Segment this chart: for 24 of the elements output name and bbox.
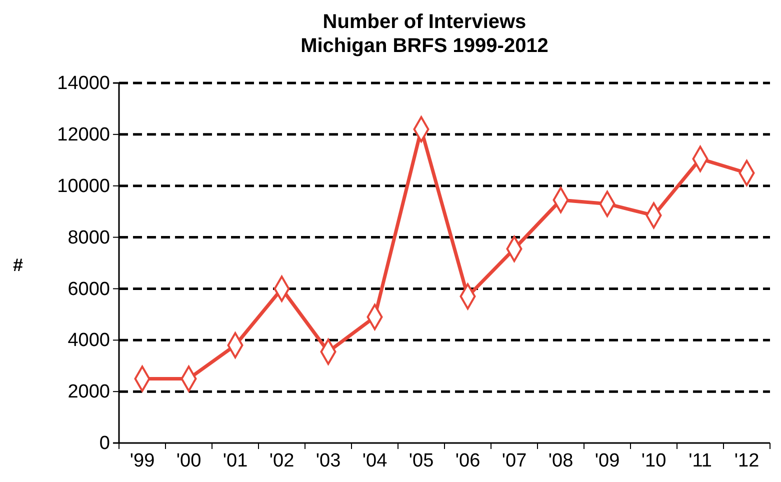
y-tick-label: 10000 <box>57 176 110 197</box>
x-tick-label: '08 <box>548 450 574 472</box>
y-tick-label: 4000 <box>68 330 110 352</box>
y-tick-label: 8000 <box>68 227 110 248</box>
x-tick-label: '02 <box>269 450 294 472</box>
y-tick-label: 14000 <box>57 73 110 94</box>
chart-title: Number of Interviews Michigan BRFS 1999-2012 <box>300 11 548 57</box>
x-tick-label: '00 <box>176 450 202 472</box>
x-tick-label: '09 <box>594 450 620 472</box>
x-tick-label: '03 <box>316 450 341 472</box>
y-tick-label: 0 <box>99 433 110 454</box>
x-tick-label: '01 <box>222 450 248 472</box>
y-axis-title: # <box>12 255 24 275</box>
y-tick-label: 6000 <box>68 278 110 300</box>
x-tick-label: '11 <box>688 450 712 472</box>
x-tick-label: '12 <box>734 450 760 472</box>
x-tick-label: '99 <box>130 450 155 472</box>
x-tick-label: '06 <box>455 450 480 472</box>
x-tick-label: '04 <box>362 450 388 472</box>
y-tick-label: 12000 <box>57 124 110 146</box>
y-tick-label: 2000 <box>68 382 110 403</box>
x-tick-label: '07 <box>502 450 527 472</box>
x-tick-label: '10 <box>641 450 666 472</box>
x-tick-label: '05 <box>408 450 434 472</box>
